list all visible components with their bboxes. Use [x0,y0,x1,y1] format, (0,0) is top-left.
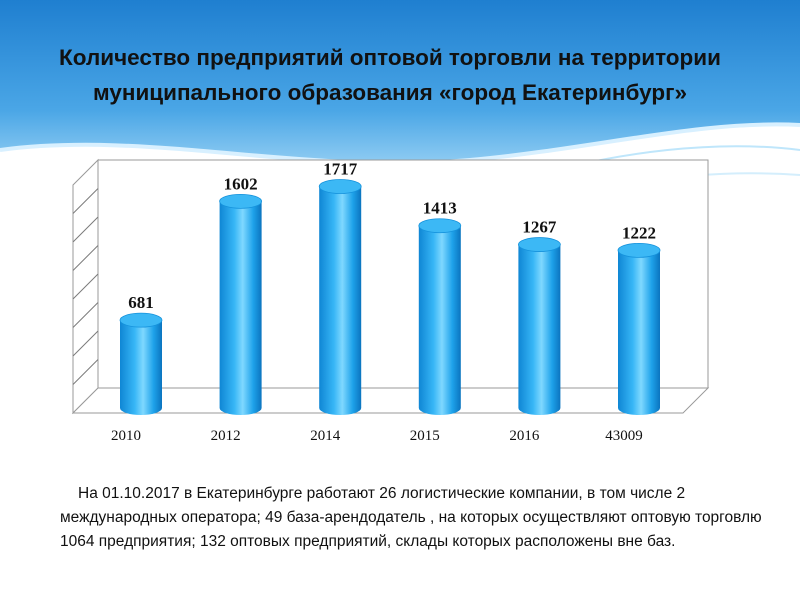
x-tick-label: 2016 [509,428,540,444]
bar-top [119,312,163,328]
chart-floor [71,387,710,414]
x-tick-label: 2014 [310,428,341,444]
bar-body [120,320,162,415]
gridline [72,245,99,271]
bar-top [219,193,263,209]
gridline [72,216,99,243]
bar-body [518,244,561,416]
bar-2010 [119,312,163,415]
data-label: 1413 [423,199,457,218]
bar-2015 [418,218,462,416]
bar-body [319,186,362,416]
caption-text: На 01.10.2017 в Екатеринбурге работают 2… [60,485,762,550]
title-line-1: Количество предприятий оптовой торговли … [59,45,721,70]
bar-2014 [318,179,362,416]
bar-2012 [219,193,263,416]
gridline [72,330,99,357]
data-label: 1222 [622,223,656,242]
data-label: 1717 [323,160,358,179]
bar-43009 [617,242,661,415]
chart-bars [119,179,661,416]
slide-title: Количество предприятий оптовой торговли … [20,40,760,110]
bar-top [617,242,661,258]
data-label: 1267 [522,218,557,237]
gridline [72,302,99,328]
data-label: 681 [128,293,154,312]
title-line-2: муниципального образования «город Екатер… [93,80,687,105]
bar-2016 [518,237,561,416]
chart-frame [71,158,710,415]
bar-top [518,237,561,252]
gridline [72,273,99,300]
bar-body [418,225,461,416]
chart-labels: 681 2010 1602 2012 1717 2014 1413 2015 1267 2016 1… [111,160,656,444]
bar-body [618,250,660,415]
x-tick-label: 2015 [410,428,440,444]
bar-body [219,201,262,416]
chart-back-wall [97,159,709,389]
bar-top [318,179,362,194]
x-tick-label: 43009 [605,428,643,444]
gridline [72,188,99,214]
bar-chart: 681 2010 1602 2012 1717 2014 1413 2015 1267 2016 1… [71,158,710,444]
gridline [72,359,99,385]
data-label: 1602 [224,174,258,193]
x-tick-label: 2012 [211,428,241,444]
bar-top [418,218,462,234]
x-tick-label: 2010 [111,428,141,444]
